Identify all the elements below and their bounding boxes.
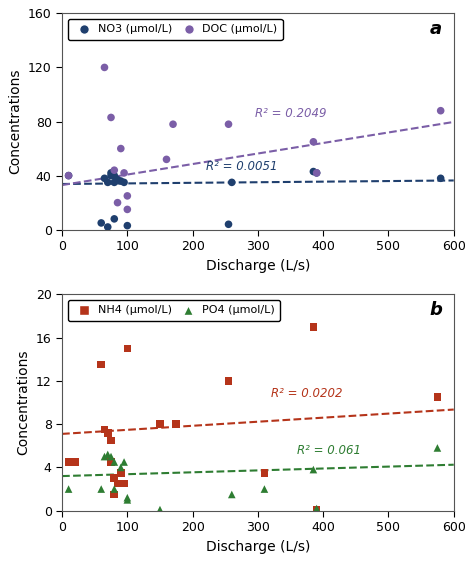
Point	[120, 479, 128, 488]
Point	[100, 452, 108, 461]
Point	[124, 493, 131, 502]
Point	[110, 214, 118, 223]
Point	[434, 443, 441, 452]
Point	[310, 322, 317, 331]
Point	[104, 223, 111, 232]
Point	[65, 484, 73, 493]
Point	[107, 169, 115, 178]
Point	[225, 120, 232, 129]
Point	[124, 221, 131, 230]
Legend: NH4 (μmol/L), PO4 (μmol/L): NH4 (μmol/L), PO4 (μmol/L)	[68, 300, 280, 321]
Point	[71, 457, 79, 466]
Point	[114, 175, 121, 184]
Point	[65, 171, 73, 180]
Point	[225, 220, 232, 229]
Point	[117, 176, 125, 185]
Legend: NO3 (μmol/L), DOC (μmol/L): NO3 (μmol/L), DOC (μmol/L)	[68, 19, 283, 40]
Point	[110, 178, 118, 187]
Point	[228, 490, 236, 499]
Point	[114, 479, 121, 488]
Text: R² = 0.2049: R² = 0.2049	[255, 107, 326, 120]
Point	[173, 420, 180, 429]
Point	[100, 174, 108, 183]
Point	[313, 169, 320, 178]
Point	[124, 344, 131, 353]
Point	[117, 144, 125, 153]
Point	[310, 465, 317, 474]
Point	[313, 169, 320, 178]
Point	[313, 505, 320, 514]
X-axis label: Discharge (L/s): Discharge (L/s)	[206, 540, 310, 554]
Point	[310, 167, 317, 176]
Text: a: a	[430, 20, 442, 38]
Point	[104, 428, 111, 437]
Point	[107, 436, 115, 445]
Point	[120, 178, 128, 187]
Point	[313, 504, 320, 513]
Point	[110, 171, 118, 180]
Point	[65, 171, 73, 180]
Point	[124, 205, 131, 214]
Point	[98, 360, 105, 369]
Point	[261, 468, 268, 477]
Point	[434, 393, 441, 402]
Point	[117, 468, 125, 477]
Point	[100, 63, 108, 72]
Y-axis label: Concentrations: Concentrations	[9, 69, 22, 174]
Text: R² = 0.061: R² = 0.061	[297, 445, 361, 457]
Point	[437, 174, 445, 183]
Point	[228, 178, 236, 187]
Text: b: b	[429, 301, 442, 319]
Point	[107, 113, 115, 122]
X-axis label: Discharge (L/s): Discharge (L/s)	[206, 259, 310, 273]
Point	[104, 178, 111, 187]
Point	[107, 452, 115, 461]
Point	[98, 484, 105, 493]
Point	[124, 495, 131, 504]
Point	[437, 106, 445, 115]
Point	[156, 505, 164, 514]
Point	[104, 450, 111, 459]
Point	[107, 171, 115, 180]
Point	[110, 484, 118, 493]
Y-axis label: Concentrations: Concentrations	[16, 350, 30, 455]
Point	[225, 377, 232, 386]
Point	[310, 137, 317, 146]
Point	[114, 198, 121, 207]
Text: R² = 0.0051: R² = 0.0051	[206, 160, 277, 173]
Text: R² = 0.0202: R² = 0.0202	[271, 387, 342, 400]
Point	[98, 219, 105, 228]
Point	[120, 457, 128, 466]
Point	[163, 155, 170, 164]
Point	[156, 420, 164, 429]
Point	[65, 457, 73, 466]
Point	[110, 166, 118, 175]
Point	[169, 120, 177, 129]
Point	[110, 474, 118, 483]
Point	[261, 484, 268, 493]
Point	[110, 457, 118, 466]
Point	[107, 457, 115, 466]
Point	[100, 425, 108, 434]
Point	[117, 463, 125, 472]
Point	[124, 192, 131, 201]
Point	[120, 169, 128, 178]
Point	[110, 490, 118, 499]
